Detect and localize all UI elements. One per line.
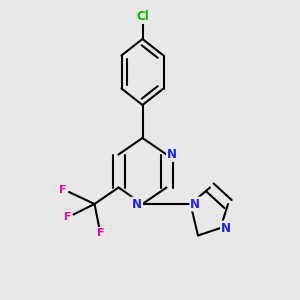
Text: N: N bbox=[167, 148, 177, 161]
Text: N: N bbox=[190, 197, 200, 211]
Text: Cl: Cl bbox=[136, 10, 149, 23]
Text: N: N bbox=[132, 197, 142, 211]
Text: F: F bbox=[59, 184, 66, 195]
Text: F: F bbox=[97, 228, 104, 238]
Text: F: F bbox=[64, 212, 71, 223]
Text: N: N bbox=[221, 221, 231, 235]
